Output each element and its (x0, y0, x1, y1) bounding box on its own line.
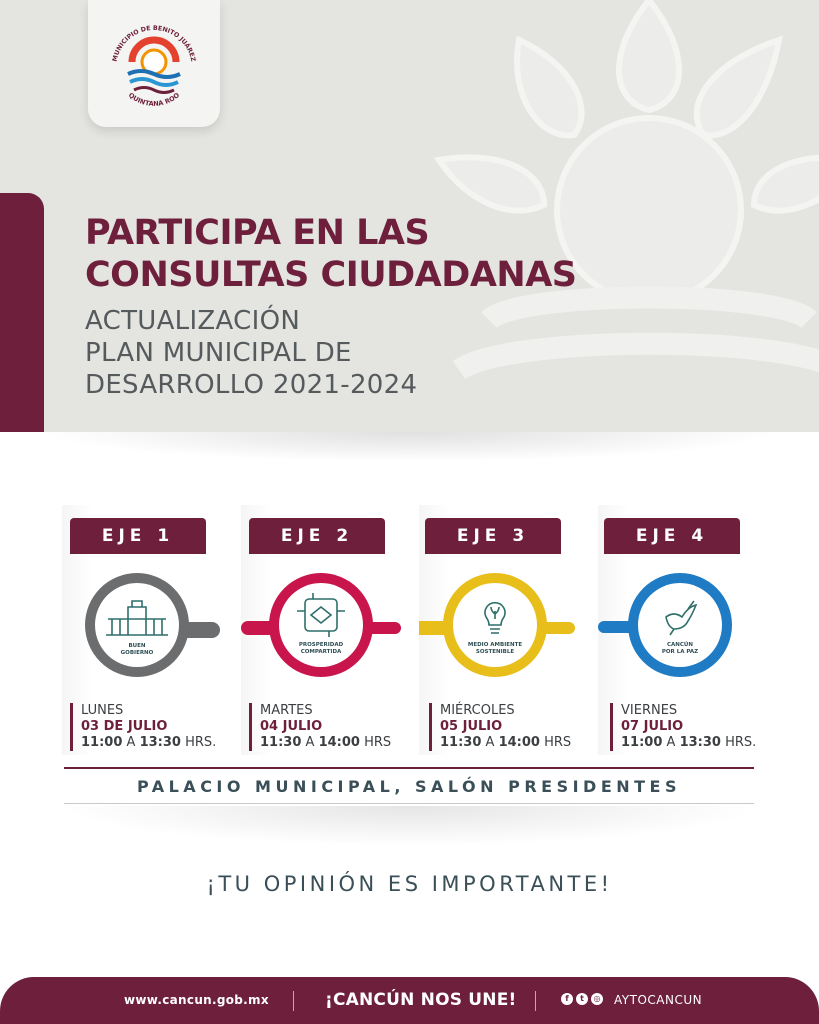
hands-icon: PROSPERIDAD COMPARTIDA (241, 573, 401, 677)
venue-banner: PALACIO MUNICIPAL, SALÓN PRESIDENTES (64, 767, 754, 804)
social-icons: f t ◎ (561, 993, 603, 1005)
svg-text:QUINTANA ROO: QUINTANA ROO (127, 91, 182, 108)
footer-divider (535, 991, 536, 1011)
svg-text:POR LA PAZ: POR LA PAZ (662, 649, 698, 655)
eje-1-card: EJE 1 BUEN GOBIERNO LUNES 03 DE JULIO 11… (62, 505, 232, 755)
facebook-icon[interactable]: f (561, 993, 573, 1005)
eje-2-card: EJE 2 PROSPERIDAD COMPARTIDA MARTES 04 J… (241, 505, 411, 755)
eje-schedule: MARTES 04 JULIO 11:30 A 14:00 HRS (249, 703, 391, 751)
eje-schedule: MIÉRCOLES 05 JULIO 11:30 A 14:00 HRS (429, 703, 571, 751)
lightbulb-leaf-icon: MEDIO AMBIENTE SOSTENIBLE (419, 573, 575, 677)
svg-text:COMPARTIDA: COMPARTIDA (301, 649, 342, 655)
svg-text:GOBIERNO: GOBIERNO (121, 650, 154, 656)
eje-schedule: LUNES 03 DE JULIO 11:00 A 13:30 HRS. (70, 703, 216, 751)
hero-title: PARTICIPA EN LAS CONSULTAS CIUDADANAS (85, 213, 577, 295)
divider-shadow (40, 432, 779, 462)
municipality-logo-icon: MUNICIPIO DE BENITO JUÁREZ QUINTANA ROO (112, 25, 197, 108)
hero-accent-tab (0, 193, 44, 432)
municipality-logo-card: MUNICIPIO DE BENITO JUÁREZ QUINTANA ROO (88, 0, 220, 127)
footer-bar: www.cancun.gob.mx ¡CANCÚN NOS UNE! f t ◎… (0, 977, 819, 1024)
svg-text:MEDIO AMBIENTE: MEDIO AMBIENTE (468, 642, 523, 648)
dove-icon: CANCÚN POR LA PAZ (598, 573, 732, 677)
sun-decoration-icon (433, 0, 819, 380)
tagline: ¡TU OPINIÓN ES IMPORTANTE! (206, 872, 613, 896)
eje-label: EJE 4 (604, 518, 740, 554)
divider-shadow (60, 806, 760, 846)
instagram-icon[interactable]: ◎ (591, 993, 603, 1005)
hero-section: MUNICIPIO DE BENITO JUÁREZ QUINTANA ROO … (0, 0, 819, 432)
eje-label: EJE 2 (249, 518, 385, 554)
twitter-icon[interactable]: t (576, 993, 588, 1005)
footer-divider (293, 991, 294, 1011)
eje-3-card: EJE 3 MEDIO AMBIENTE SOSTENIBLE MIÉRCOLE… (419, 505, 589, 755)
svg-text:CANCÚN: CANCÚN (667, 641, 693, 648)
svg-text:SOSTENIBLE: SOSTENIBLE (476, 649, 514, 655)
building-icon: BUEN GOBIERNO (85, 573, 220, 677)
svg-text:PROSPERIDAD: PROSPERIDAD (299, 642, 344, 648)
eje-schedule: VIERNES 07 JULIO 11:00 A 13:30 HRS. (610, 703, 756, 751)
footer-slogan: ¡CANCÚN NOS UNE! (325, 990, 517, 1010)
hero-subtitle: ACTUALIZACIÓN PLAN MUNICIPAL DE DESARROL… (85, 306, 418, 400)
website-link[interactable]: www.cancun.gob.mx (124, 993, 269, 1007)
eje-label: EJE 3 (425, 518, 561, 554)
eje-label: EJE 1 (70, 518, 206, 554)
svg-text:BUEN: BUEN (128, 643, 145, 649)
social-handle[interactable]: AYTOCANCUN (614, 993, 703, 1007)
eje-4-card: EJE 4 CANCÚN POR LA PAZ VIERNES 07 JULIO… (598, 505, 768, 755)
